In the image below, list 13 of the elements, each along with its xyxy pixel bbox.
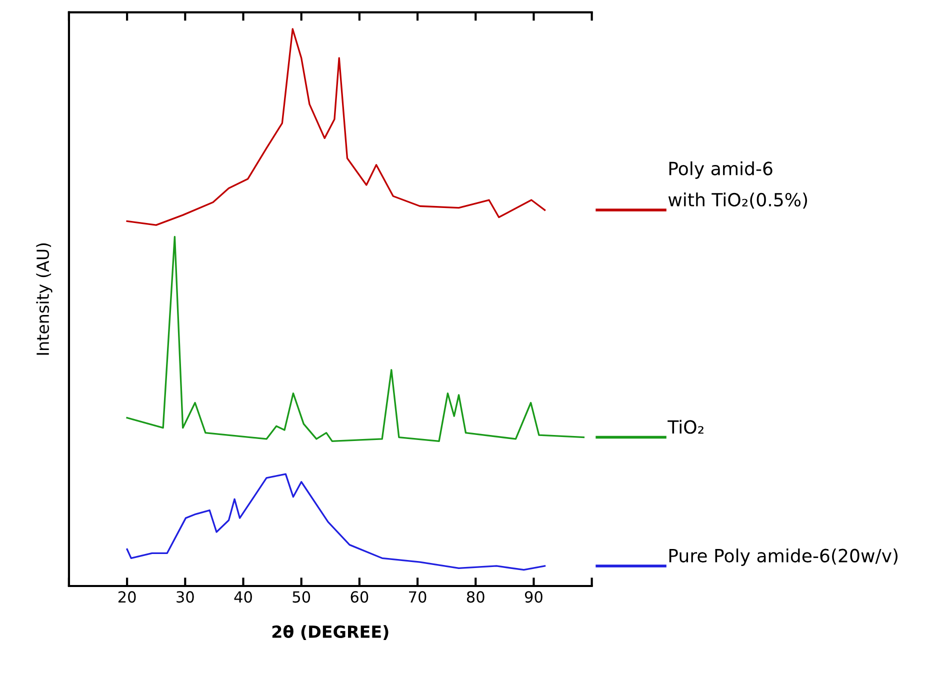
x-tick-label: 50 — [292, 591, 310, 603]
x-tick-label: 90 — [524, 591, 542, 603]
x-tick-label: 60 — [350, 591, 368, 603]
text: Poly amid-6 with TiO₂(0.5%) — [668, 161, 808, 209]
x-tick-label: 30 — [176, 591, 194, 603]
x-tick-label: 20 — [118, 591, 136, 603]
y-axis-title: Intensity (AU) — [36, 243, 52, 355]
x-tick-label: 40 — [234, 591, 252, 603]
legend-label: TiO₂ — [668, 420, 704, 434]
x-axis-title: 2θ (DEGREE) — [272, 624, 388, 640]
x-tick-label: 80 — [466, 591, 484, 603]
x-tick-label: 70 — [409, 591, 426, 603]
legend-label: Pure Poly amide-6(20w/v) — [669, 548, 898, 566]
